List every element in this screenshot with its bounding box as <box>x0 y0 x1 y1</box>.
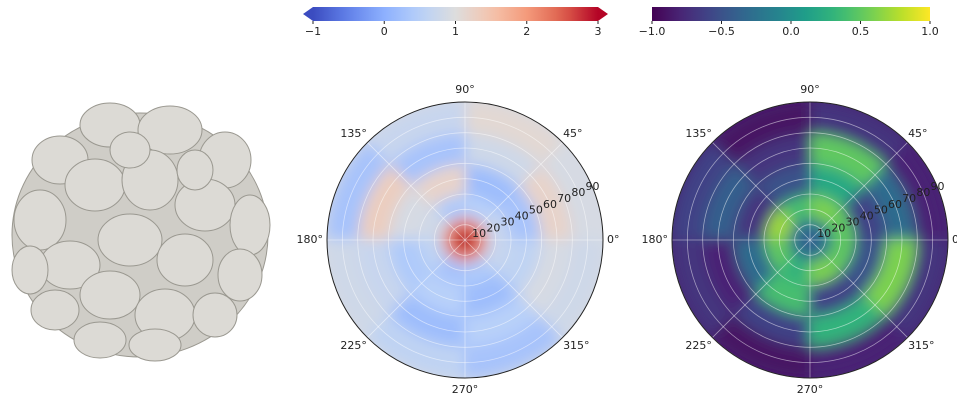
theta-tick-label: 90° <box>455 83 475 96</box>
colorbar-tick-label: 1 <box>452 25 459 38</box>
theta-tick-label: 225° <box>685 339 712 352</box>
r-tick-label: 90 <box>585 180 599 193</box>
r-tick-label: 10 <box>472 227 486 240</box>
r-tick-label: 40 <box>860 210 874 223</box>
colorbar-extend <box>303 7 313 21</box>
r-tick-label: 70 <box>557 192 571 205</box>
3d-render <box>12 103 270 361</box>
r-tick-label: 70 <box>902 192 916 205</box>
colorbar-extend <box>598 7 608 21</box>
r-tick-label: 50 <box>529 204 543 217</box>
r-tick-label: 40 <box>515 210 529 223</box>
colorbar <box>313 7 598 21</box>
colorbar-tick-label: 2 <box>523 25 530 38</box>
colorbar <box>652 7 930 21</box>
r-tick-label: 20 <box>831 221 845 234</box>
theta-tick-label: 0° <box>607 233 620 246</box>
theta-tick-label: 135° <box>340 127 367 140</box>
theta-tick-label: 45° <box>908 127 928 140</box>
theta-tick-label: 90° <box>800 83 820 96</box>
colorbar-tick-label: 0 <box>381 25 388 38</box>
theta-tick-label: 135° <box>685 127 712 140</box>
theta-tick-label: 315° <box>563 339 590 352</box>
theta-tick-label: 315° <box>908 339 935 352</box>
colorbar-tick-label: −0.5 <box>708 25 735 38</box>
theta-tick-label: 180° <box>642 233 669 246</box>
theta-tick-label: 225° <box>340 339 367 352</box>
r-tick-label: 60 <box>543 198 557 211</box>
theta-tick-label: 180° <box>297 233 324 246</box>
colorbar-tick-label: −1 <box>305 25 321 38</box>
colorbar-tick-label: 0.0 <box>782 25 800 38</box>
colorbar-tick-label: 0.5 <box>852 25 870 38</box>
r-tick-label: 90 <box>930 180 944 193</box>
colorbar-tick-label: 3 <box>595 25 602 38</box>
theta-tick-label: 0° <box>952 233 957 246</box>
colorbar-tick-label: −1.0 <box>639 25 666 38</box>
r-tick-label: 30 <box>500 215 514 228</box>
r-tick-label: 80 <box>571 186 585 199</box>
theta-tick-label: 270° <box>797 383 824 396</box>
r-tick-label: 50 <box>874 204 888 217</box>
colorbar-tick-label: 1.0 <box>921 25 939 38</box>
r-tick-label: 30 <box>845 215 859 228</box>
r-tick-label: 80 <box>916 186 930 199</box>
figure: −101231020304050607080900°45°90°135°180°… <box>0 0 957 404</box>
r-tick-label: 10 <box>817 227 831 240</box>
r-tick-label: 20 <box>486 221 500 234</box>
theta-tick-label: 45° <box>563 127 583 140</box>
theta-tick-label: 270° <box>452 383 479 396</box>
r-tick-label: 60 <box>888 198 902 211</box>
